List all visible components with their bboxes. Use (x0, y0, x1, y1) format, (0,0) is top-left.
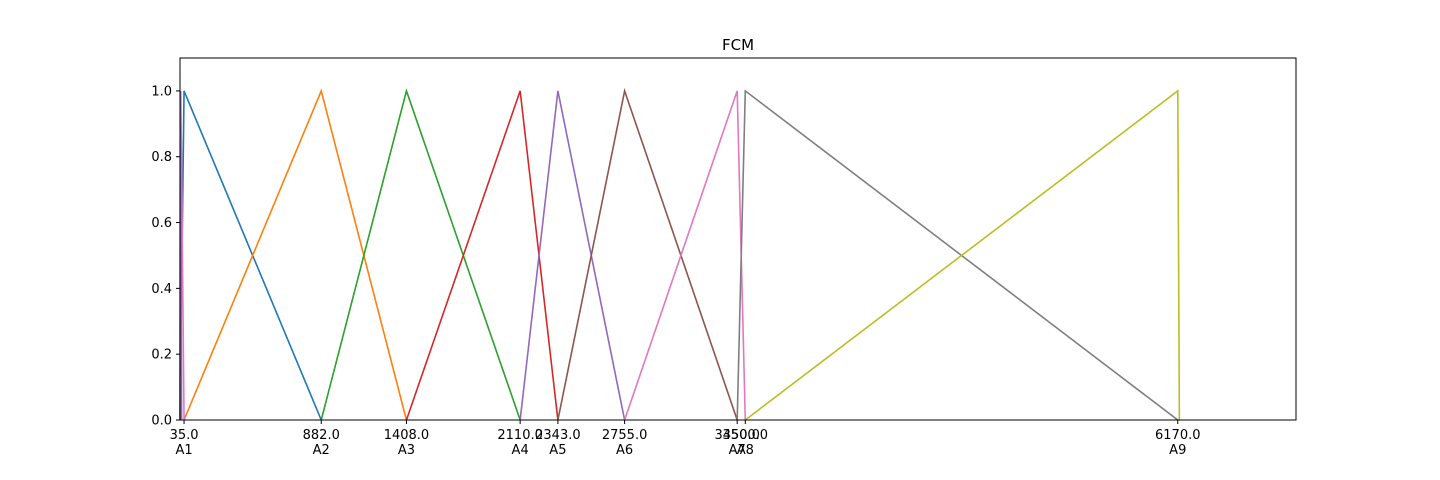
x-tick-label: 35.0 (170, 428, 199, 443)
y-tick-label: 0.2 (151, 348, 172, 363)
y-tick-label: 0.4 (151, 282, 172, 297)
y-axis: 0.0 0.2 0.4 0.6 0.8 1.0 (151, 84, 180, 429)
x-term-label: A5 (549, 443, 566, 458)
series-line-4 (405, 90, 559, 421)
x-term-label: A9 (1169, 443, 1186, 458)
chart-title: FCM (722, 36, 754, 54)
series-layer (179, 87, 1181, 421)
x-tick-label: 1408.0 (384, 428, 430, 443)
x-tick-label: 3450.0 (714, 428, 760, 443)
series-line-5 (519, 90, 626, 421)
y-tick-label: 0.8 (151, 150, 172, 165)
x-term-label: A1 (175, 443, 192, 458)
x-tick-label: 3500.0 (723, 428, 769, 443)
x-term-label: A8 (737, 443, 754, 458)
series-line-3 (320, 88, 521, 421)
series-line-6 (557, 87, 738, 421)
plot-frame (179, 57, 1297, 421)
series-line-2 (183, 88, 408, 421)
x-tick-label: 882.0 (303, 428, 340, 443)
y-tick-label: 1.0 (151, 84, 172, 99)
x-tick-label: 2343.0 (535, 428, 581, 443)
x-term-label: A3 (398, 443, 415, 458)
series-line-7 (623, 90, 747, 421)
x-term-label: A6 (616, 443, 633, 458)
series-line-9 (744, 89, 1181, 421)
series-line-8 (736, 89, 1179, 421)
y-tick-label: 0.6 (151, 216, 172, 231)
x-tick-label: 2755.0 (602, 428, 648, 443)
x-term-label: A2 (313, 443, 330, 458)
y-tick-label: 0.0 (151, 414, 172, 429)
x-tick-label: 6170.0 (1155, 428, 1201, 443)
x-term-label: A7 (729, 443, 746, 458)
x-axis: 35.0A1 882.0A2 1408.0A3 2110.0A4 2343.0A5 275… (170, 420, 1201, 458)
x-term-label: A4 (512, 443, 529, 458)
x-tick-label: 2110.0 (497, 428, 543, 443)
